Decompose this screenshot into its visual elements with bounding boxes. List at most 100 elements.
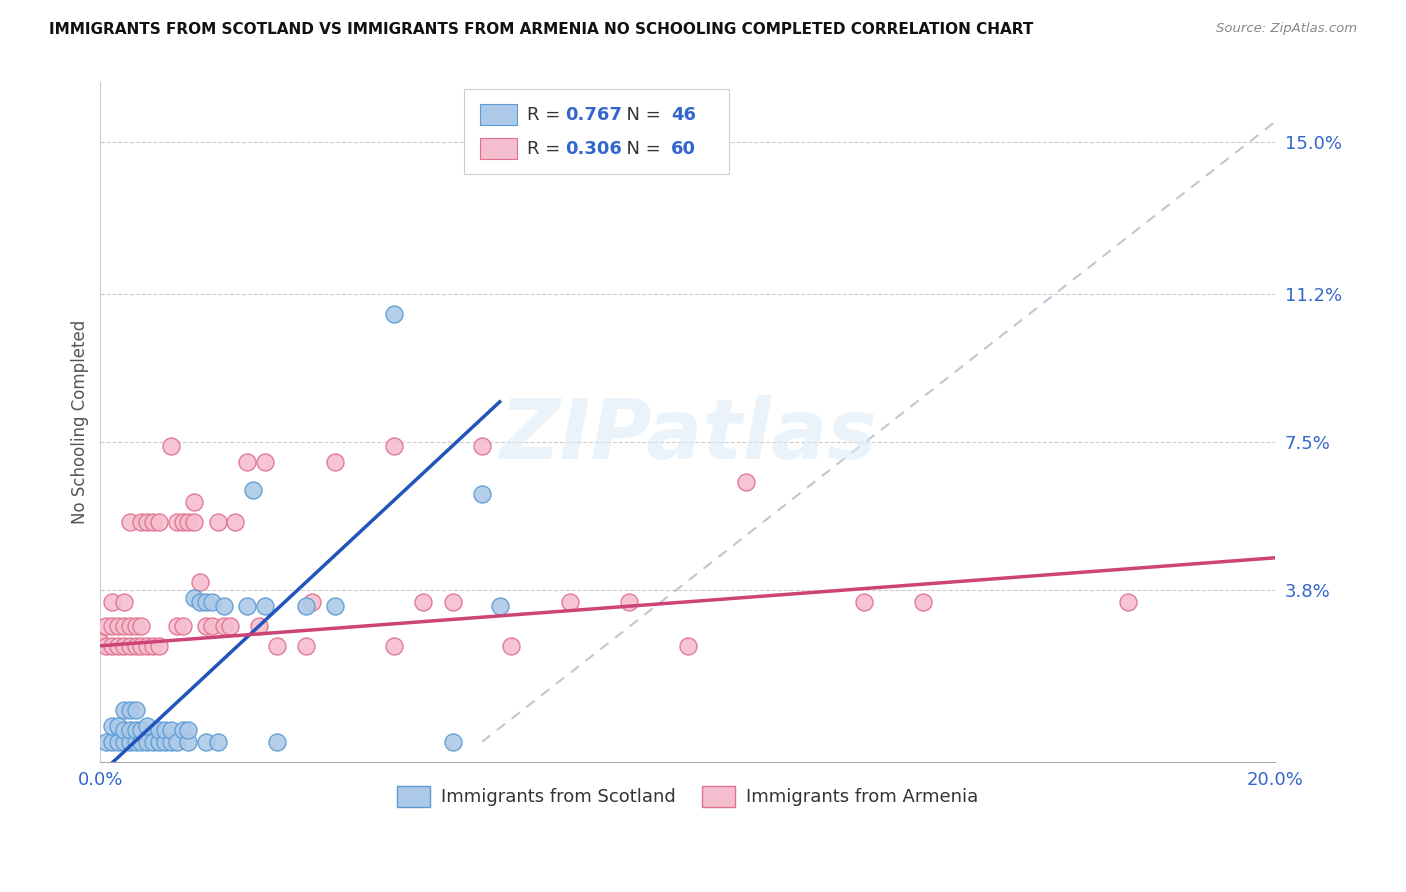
Point: [112, 735, 135, 749]
Point: [218, 619, 240, 633]
Point: [118, 515, 141, 529]
Point: [153, 735, 176, 749]
Point: [101, 735, 124, 749]
Point: [142, 639, 165, 653]
Point: [195, 595, 218, 609]
Point: [188, 595, 211, 609]
Point: [236, 599, 259, 613]
Text: R =: R =: [527, 139, 565, 158]
FancyBboxPatch shape: [464, 88, 728, 174]
Point: [124, 619, 146, 633]
Point: [471, 487, 494, 501]
FancyBboxPatch shape: [479, 103, 517, 126]
Point: [101, 595, 124, 609]
Legend: Immigrants from Scotland, Immigrants from Armenia: Immigrants from Scotland, Immigrants fro…: [389, 779, 986, 814]
Point: [96, 619, 118, 633]
Point: [195, 619, 218, 633]
Point: [159, 735, 181, 749]
Point: [441, 595, 464, 609]
Text: 0.767: 0.767: [565, 105, 623, 123]
Point: [148, 639, 170, 653]
Point: [207, 515, 229, 529]
Point: [560, 595, 582, 609]
Point: [131, 515, 153, 529]
Point: [253, 455, 276, 469]
Point: [89, 635, 111, 649]
Point: [295, 639, 318, 653]
Y-axis label: No Schooling Completed: No Schooling Completed: [72, 319, 89, 524]
Text: 46: 46: [671, 105, 696, 123]
Point: [177, 723, 200, 737]
Point: [382, 307, 405, 321]
Point: [118, 703, 141, 717]
Point: [183, 515, 205, 529]
Point: [172, 619, 194, 633]
Point: [852, 595, 875, 609]
Point: [136, 719, 159, 733]
Text: IMMIGRANTS FROM SCOTLAND VS IMMIGRANTS FROM ARMENIA NO SCHOOLING COMPLETED CORRE: IMMIGRANTS FROM SCOTLAND VS IMMIGRANTS F…: [49, 22, 1033, 37]
Point: [131, 639, 153, 653]
Point: [131, 735, 153, 749]
Point: [188, 574, 211, 589]
Point: [676, 639, 699, 653]
Point: [172, 723, 194, 737]
Point: [124, 639, 146, 653]
Point: [107, 619, 129, 633]
Text: R =: R =: [527, 105, 565, 123]
Point: [177, 735, 200, 749]
Point: [107, 719, 129, 733]
Text: 60: 60: [671, 139, 696, 158]
Point: [112, 619, 135, 633]
Point: [471, 439, 494, 453]
Point: [266, 639, 288, 653]
Point: [195, 735, 218, 749]
Point: [136, 515, 159, 529]
Point: [177, 515, 200, 529]
Point: [136, 639, 159, 653]
Point: [295, 599, 318, 613]
Point: [207, 735, 229, 749]
Point: [166, 619, 188, 633]
Point: [735, 475, 758, 489]
Point: [101, 619, 124, 633]
Point: [183, 591, 205, 605]
Point: [201, 619, 224, 633]
Text: N =: N =: [614, 105, 666, 123]
Point: [136, 735, 159, 749]
Point: [412, 595, 434, 609]
Text: ZIPatlas: ZIPatlas: [499, 395, 876, 476]
Text: 0.306: 0.306: [565, 139, 623, 158]
Point: [112, 723, 135, 737]
Point: [382, 639, 405, 653]
Point: [247, 619, 270, 633]
Point: [101, 719, 124, 733]
Text: N =: N =: [614, 139, 666, 158]
Point: [112, 639, 135, 653]
Point: [236, 455, 259, 469]
Point: [124, 703, 146, 717]
Point: [1116, 595, 1139, 609]
Point: [118, 639, 141, 653]
Point: [212, 619, 235, 633]
Point: [183, 495, 205, 509]
Point: [501, 639, 523, 653]
Point: [212, 599, 235, 613]
Point: [148, 515, 170, 529]
Point: [107, 735, 129, 749]
Point: [118, 723, 141, 737]
Point: [96, 735, 118, 749]
Point: [112, 703, 135, 717]
Point: [148, 723, 170, 737]
Text: Source: ZipAtlas.com: Source: ZipAtlas.com: [1216, 22, 1357, 36]
Point: [118, 619, 141, 633]
Point: [153, 723, 176, 737]
Point: [617, 595, 640, 609]
Point: [101, 639, 124, 653]
Point: [112, 595, 135, 609]
Point: [124, 723, 146, 737]
Point: [118, 735, 141, 749]
Point: [159, 439, 181, 453]
Point: [166, 515, 188, 529]
Point: [323, 599, 346, 613]
FancyBboxPatch shape: [479, 137, 517, 160]
